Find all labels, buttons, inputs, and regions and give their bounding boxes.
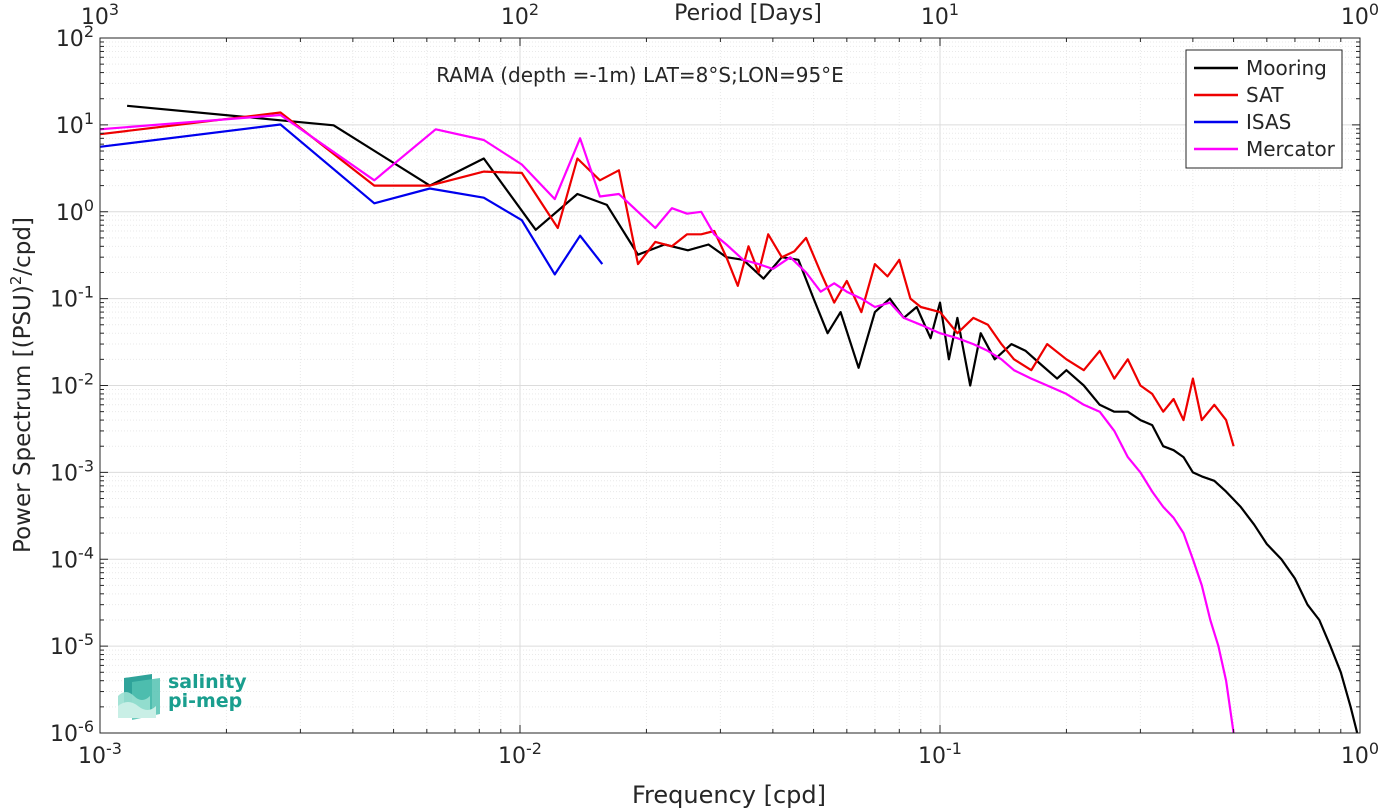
y-axis-label: Power Spectrum [(PSU)2/cpd] bbox=[7, 217, 36, 553]
series-line-sat bbox=[99, 111, 1235, 447]
legend-label: SAT bbox=[1246, 83, 1284, 107]
legend-label: Mooring bbox=[1246, 56, 1327, 80]
x-tick-label: 10-2 bbox=[498, 739, 542, 770]
salinity-pimep-logo: salinity pi-mep bbox=[116, 668, 256, 724]
x-tick-label: 10-3 bbox=[78, 739, 122, 770]
top-axis-label: Period [Days] bbox=[674, 1, 822, 26]
x-tick-label: 10-1 bbox=[918, 739, 962, 770]
plot-lines bbox=[99, 104, 1359, 734]
x-tick-label: 100 bbox=[1341, 739, 1379, 770]
legend-label: ISAS bbox=[1246, 110, 1291, 134]
y-tick-label: 10-2 bbox=[50, 369, 94, 400]
y-tick-label: 101 bbox=[56, 108, 94, 139]
logo-line1: salinity bbox=[168, 671, 247, 693]
logo-line2: pi-mep bbox=[168, 690, 243, 712]
chart-title: RAMA (depth =-1m) LAT=8°S;LON=95°E bbox=[436, 63, 844, 87]
top-tick-label: 101 bbox=[921, 0, 959, 30]
top-tick-label: 100 bbox=[1341, 0, 1379, 30]
legend: Mooring SAT ISAS Mercator bbox=[1185, 49, 1343, 169]
y-tick-label: 10-1 bbox=[50, 282, 94, 313]
series-line-isas bbox=[99, 123, 604, 276]
series-line-mercator bbox=[99, 113, 1235, 734]
y-tick-label: 10-3 bbox=[50, 456, 94, 487]
y-tick-label: 10-6 bbox=[50, 717, 94, 748]
top-tick-label: 102 bbox=[501, 0, 539, 30]
y-tick-label: 10-4 bbox=[50, 543, 94, 574]
legend-label: Mercator bbox=[1246, 137, 1336, 161]
grid bbox=[99, 38, 1360, 734]
top-tick-label: 103 bbox=[81, 0, 119, 30]
axes bbox=[99, 37, 1361, 734]
logo-waves-icon bbox=[118, 674, 160, 720]
series-line-mooring bbox=[126, 104, 1359, 734]
y-tick-label: 102 bbox=[56, 22, 94, 53]
y-tick-label: 100 bbox=[56, 195, 94, 226]
x-axis-label: Frequency [cpd] bbox=[632, 781, 826, 809]
y-tick-label: 10-5 bbox=[50, 630, 94, 661]
